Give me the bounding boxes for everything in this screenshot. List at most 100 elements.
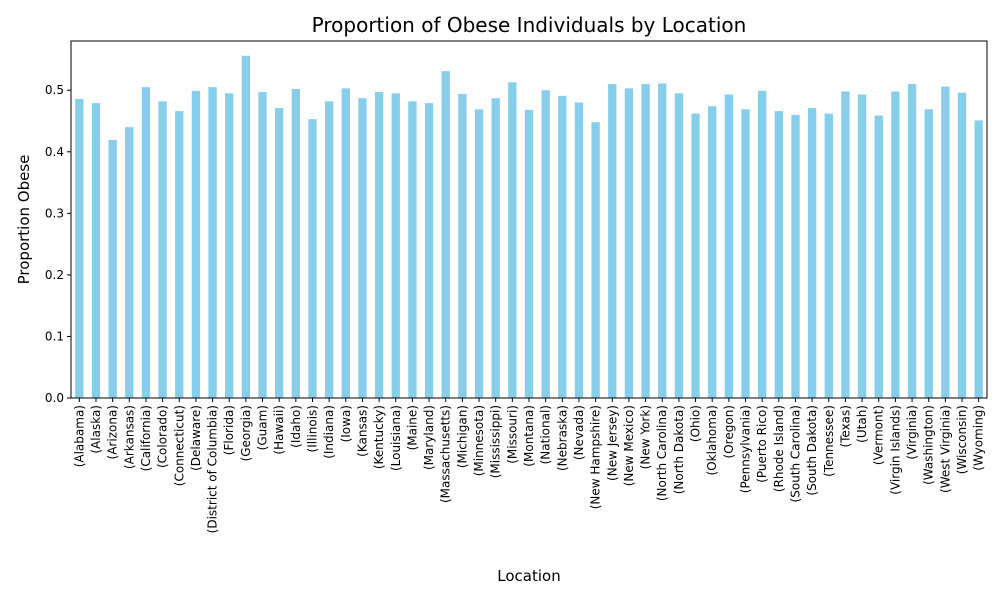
- bar: [391, 93, 400, 398]
- bar: [408, 101, 417, 399]
- bar: [141, 87, 151, 399]
- y-axis-ticks: 0.0 0.1 0.2 0.3 0.4 0.5: [45, 83, 71, 405]
- bar: [741, 109, 750, 398]
- bar: [841, 91, 850, 398]
- bar: [324, 101, 334, 399]
- x-tick-label: (Hawaii): [272, 405, 286, 455]
- x-tick-label: (New Hampshire): [589, 405, 603, 509]
- bar: [574, 102, 584, 398]
- x-tick-label: (Virginia): [905, 405, 919, 460]
- x-axis-title: Location: [497, 567, 560, 585]
- x-tick-label: (Georgia): [239, 405, 253, 461]
- x-tick-label: (Indiana): [322, 405, 336, 459]
- x-tick-label: (Alaska): [89, 405, 103, 454]
- bar: [624, 88, 634, 398]
- x-axis-ticks: (Alabama) (Alaska) (Arizona) (Arkansas) (Cal…: [72, 398, 986, 533]
- x-tick-label: (Ohio): [689, 405, 703, 442]
- bar: [191, 90, 201, 398]
- y-tick-label: 0.4: [45, 145, 64, 159]
- x-tick-label: (Delaware): [189, 405, 203, 471]
- chart-title: Proportion of Obese Individuals by Locat…: [312, 13, 747, 37]
- bar: [308, 119, 317, 399]
- x-tick-label: (South Dakota): [805, 405, 819, 496]
- bar: [158, 101, 167, 399]
- x-tick-label: (Iowa): [339, 405, 353, 442]
- x-tick-label: (Puerto Rico): [755, 405, 769, 483]
- bar: [774, 111, 783, 398]
- bar: [807, 108, 817, 399]
- y-tick-label: 0.1: [45, 329, 64, 343]
- bar: [708, 106, 717, 399]
- bar: [75, 98, 84, 399]
- x-tick-label: (Massachusetts): [439, 405, 453, 503]
- x-tick-label: (Wyoming): [972, 405, 986, 471]
- bar: [108, 140, 117, 399]
- bar: [91, 103, 101, 399]
- x-tick-label: (Pennsylvania): [739, 405, 753, 493]
- bar: [674, 93, 684, 398]
- x-tick-label: (Mississippi): [489, 405, 503, 478]
- bar: [608, 84, 617, 398]
- x-tick-label: (Texas): [838, 405, 852, 448]
- x-tick-label: (Louisiana): [389, 405, 403, 471]
- y-tick-label: 0.3: [45, 206, 64, 220]
- x-tick-label: (Rhode Island): [772, 405, 786, 492]
- bar: [374, 92, 384, 399]
- x-tick-label: (Florida): [222, 405, 236, 455]
- bar: [275, 108, 284, 399]
- bar: [957, 92, 967, 399]
- x-tick-label: (New Jersey): [605, 405, 619, 481]
- x-tick-label: (South Carolina): [788, 405, 802, 502]
- x-tick-label: (Wisconsin): [955, 405, 969, 474]
- bar: [225, 93, 234, 398]
- x-tick-label: (District of Columbia): [206, 405, 220, 533]
- x-tick-label: (Arizona): [106, 405, 120, 459]
- x-tick-label: (New York): [639, 405, 653, 469]
- x-tick-label: (Guam): [256, 405, 270, 450]
- x-tick-label: (Minnesota): [472, 405, 486, 476]
- y-axis-title: Proportion Obese: [15, 155, 33, 285]
- bar: [491, 98, 500, 398]
- x-tick-label: (National): [539, 405, 553, 464]
- x-tick-label: (Montana): [522, 405, 536, 467]
- x-tick-label: (Colorado): [156, 405, 170, 468]
- bar: [341, 88, 350, 398]
- bar: [941, 86, 950, 398]
- bar: [891, 91, 900, 398]
- x-tick-label: (Tennessee): [822, 405, 836, 477]
- bar: [907, 84, 917, 398]
- x-tick-label: (West Virginia): [938, 405, 952, 493]
- x-tick-label: (Nebraska): [555, 405, 569, 471]
- bar: [424, 103, 434, 399]
- x-tick-label: (New Mexico): [622, 405, 636, 486]
- x-tick-label: (Michigan): [455, 405, 469, 468]
- bar: [758, 90, 767, 398]
- bar: [641, 84, 650, 398]
- x-tick-label: (Maine): [405, 405, 419, 450]
- x-tick-label: (Oklahoma): [705, 405, 719, 475]
- bar: [358, 98, 367, 398]
- x-tick-label: (Kentucky): [372, 405, 386, 469]
- bar: [175, 111, 184, 398]
- y-tick-label: 0.0: [45, 391, 64, 405]
- x-tick-label: (Arkansas): [122, 405, 136, 469]
- bar: [591, 122, 600, 398]
- bar: [541, 90, 550, 398]
- x-tick-label: (Kansas): [355, 405, 369, 457]
- plot-frame: [70, 40, 988, 399]
- bar: [458, 93, 467, 399]
- bar: [974, 120, 983, 398]
- bar: [924, 109, 933, 398]
- x-tick-label: (California): [139, 405, 153, 471]
- x-tick-label: (Illinois): [305, 405, 319, 452]
- bar: [558, 95, 567, 398]
- x-tick-label: (Oregon): [722, 405, 736, 458]
- x-tick-label: (Nevada): [572, 405, 586, 460]
- bar: [724, 94, 734, 399]
- bar: [857, 94, 867, 399]
- x-tick-label: (Washington): [922, 405, 936, 485]
- y-tick-label: 0.5: [45, 83, 64, 97]
- bar: [241, 55, 251, 399]
- x-tick-label: (North Dakota): [672, 405, 686, 494]
